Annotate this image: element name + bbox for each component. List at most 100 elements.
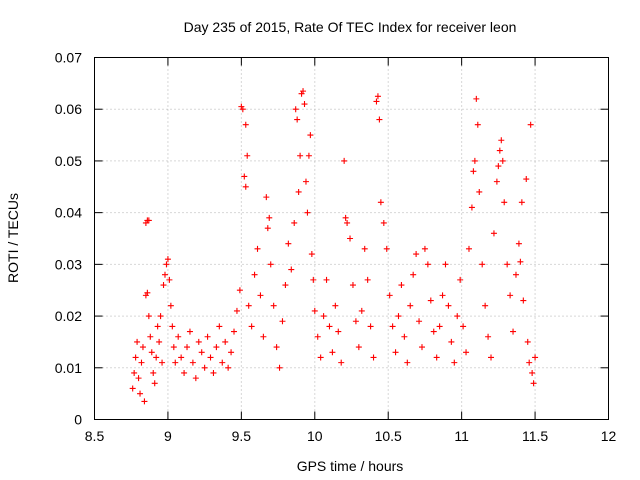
data-point — [320, 313, 327, 320]
data-point — [445, 302, 452, 309]
data-point — [222, 338, 229, 345]
data-point — [311, 307, 318, 314]
plot-frame — [94, 57, 609, 420]
y-tick-label: 0.03 — [55, 256, 82, 272]
data-point — [416, 318, 423, 325]
data-point — [144, 289, 151, 296]
x-tick-label: 12 — [601, 428, 617, 444]
data-point — [344, 219, 351, 226]
data-point — [157, 313, 164, 320]
data-point — [370, 354, 377, 361]
x-tick-label: 11 — [454, 428, 469, 444]
data-point — [392, 349, 399, 356]
data-point — [515, 240, 522, 247]
data-point — [169, 323, 176, 330]
x-tick-label: 11.5 — [522, 428, 548, 444]
data-point — [527, 121, 534, 128]
data-point — [424, 261, 431, 268]
data-point — [292, 106, 299, 113]
data-point — [386, 292, 393, 299]
data-point — [291, 219, 298, 226]
data-point — [304, 209, 311, 216]
data-point — [314, 333, 321, 340]
data-point — [501, 199, 508, 206]
data-point — [263, 194, 270, 201]
data-point — [295, 188, 302, 195]
data-point — [285, 240, 292, 247]
data-point — [266, 214, 273, 221]
data-point — [148, 349, 155, 356]
data-point — [507, 292, 514, 299]
data-point — [460, 323, 467, 330]
data-point — [210, 369, 217, 376]
data-point — [198, 349, 205, 356]
data-point — [184, 344, 191, 351]
data-point — [167, 302, 174, 309]
x-tick-label: 10 — [307, 428, 323, 444]
grid — [94, 57, 609, 420]
data-point — [270, 302, 277, 309]
data-point — [166, 276, 173, 283]
data-point — [404, 359, 411, 366]
data-point — [145, 217, 152, 224]
data-point — [504, 261, 511, 268]
data-point — [207, 354, 214, 361]
data-point — [454, 313, 461, 320]
data-point — [439, 292, 446, 299]
data-point — [329, 349, 336, 356]
data-point — [383, 245, 390, 252]
data-point — [134, 338, 141, 345]
data-point — [192, 375, 199, 382]
data-point — [364, 276, 371, 283]
data-point — [335, 328, 342, 335]
data-point — [178, 354, 185, 361]
y-tick-label: 0.02 — [55, 308, 82, 324]
data-point — [410, 271, 417, 278]
data-point — [493, 178, 500, 185]
data-point — [219, 359, 226, 366]
data-point — [490, 230, 497, 237]
data-point — [175, 333, 182, 340]
data-point — [156, 338, 163, 345]
data-point — [517, 258, 524, 265]
data-point — [248, 323, 255, 330]
data-point — [317, 354, 324, 361]
data-point — [260, 333, 267, 340]
data-point — [485, 333, 492, 340]
data-point — [496, 147, 503, 154]
data-point — [532, 354, 539, 361]
data-point — [530, 380, 537, 387]
data-point — [300, 88, 307, 95]
data-point — [520, 297, 527, 304]
data-point — [427, 297, 434, 304]
data-point — [204, 333, 211, 340]
data-point — [373, 98, 380, 105]
data-point — [159, 359, 166, 366]
data-point — [355, 344, 362, 351]
data-point — [310, 276, 317, 283]
y-axis-label: ROTI / TECUs — [5, 193, 21, 283]
data-point — [251, 271, 258, 278]
data-point — [241, 173, 248, 180]
data-point — [342, 214, 349, 221]
data-point — [242, 121, 249, 128]
data-point — [244, 152, 251, 159]
data-point — [529, 369, 536, 376]
data-point — [225, 364, 232, 371]
data-point — [488, 354, 495, 361]
data-point — [433, 354, 440, 361]
data-point — [470, 168, 477, 175]
data-point — [377, 199, 384, 206]
data-point — [267, 261, 274, 268]
data-point — [499, 157, 506, 164]
data-point — [228, 349, 235, 356]
data-point — [510, 328, 517, 335]
data-point — [201, 364, 208, 371]
data-point — [442, 261, 449, 268]
data-point — [421, 245, 428, 252]
data-point — [245, 302, 252, 309]
data-point — [341, 157, 348, 164]
data-point — [463, 349, 470, 356]
data-point — [407, 302, 414, 309]
data-point — [376, 116, 383, 123]
